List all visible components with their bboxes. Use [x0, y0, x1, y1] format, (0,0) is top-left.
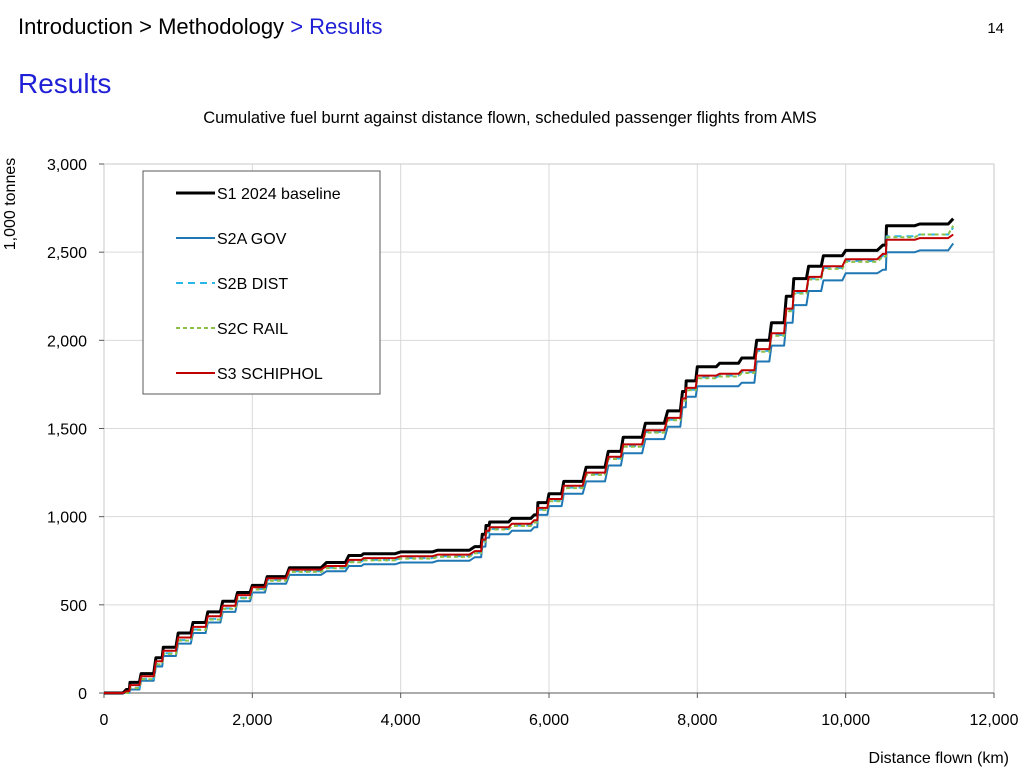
x-tick-label: 2,000: [232, 712, 272, 729]
series-line-s1-2024-baseline: [104, 217, 955, 695]
x-tick-label: 6,000: [529, 712, 569, 729]
y-axis: 0 500 1,000 1,500 2,000 2,500 3,000: [47, 157, 104, 703]
y-tick-label: 1,500: [47, 422, 87, 439]
y-tick-label: 2,500: [47, 245, 87, 262]
x-tick-label: 12,000: [970, 712, 1019, 729]
y-tick-label: 1,000: [47, 510, 87, 527]
x-tick-label: 4,000: [381, 712, 421, 729]
legend-entry-label: S2A GOV: [217, 231, 287, 248]
breadcrumb: Introduction > Methodology > Results: [18, 14, 383, 40]
legend-entry-label: S2B DIST: [217, 276, 288, 293]
x-tick-label: 10,000: [821, 712, 870, 729]
x-tick-label: 8,000: [677, 712, 717, 729]
y-axis-label: 1,000 tonnes: [2, 158, 19, 251]
breadcrumb-item-results[interactable]: Results: [309, 14, 383, 39]
breadcrumb-separator-current: >: [290, 14, 304, 39]
breadcrumb-item-methodology[interactable]: Methodology: [158, 14, 285, 39]
series-group: [104, 217, 955, 695]
series-line-s2c-rail: [104, 225, 955, 694]
legend-entry-label: S1 2024 baseline: [217, 186, 341, 203]
x-axis: 0 2,000 4,000 6,000 8,000 10,000 12,000: [100, 692, 1019, 729]
legend-entry-label: S2C RAIL: [217, 321, 288, 338]
legend: S1 2024 baseline S2A GOV S2B DIST S2C RAIL S…: [142, 170, 381, 395]
page-number: 14: [987, 20, 1004, 37]
chart-title: Cumulative fuel burnt against distance f…: [203, 109, 817, 127]
y-tick-label: 500: [60, 598, 87, 615]
page-title: Results: [18, 68, 112, 99]
breadcrumb-separator: >: [139, 14, 152, 39]
y-tick-label: 3,000: [47, 157, 87, 174]
legend-items: S1 2024 baseline S2A GOV S2B DIST S2C RAIL S…: [176, 186, 341, 383]
chart: Cumulative fuel burnt against distance f…: [2, 109, 1019, 767]
series-line-s3-schiphol: [104, 233, 954, 694]
breadcrumb-item-introduction[interactable]: Introduction: [18, 14, 133, 39]
legend-entry-label: S3 SCHIPHOL: [217, 366, 323, 383]
x-tick-label: 0: [100, 712, 109, 729]
y-tick-label: 2,000: [47, 333, 87, 350]
x-axis-label: Distance flown (km): [869, 750, 1009, 767]
y-tick-label: 0: [78, 686, 87, 703]
